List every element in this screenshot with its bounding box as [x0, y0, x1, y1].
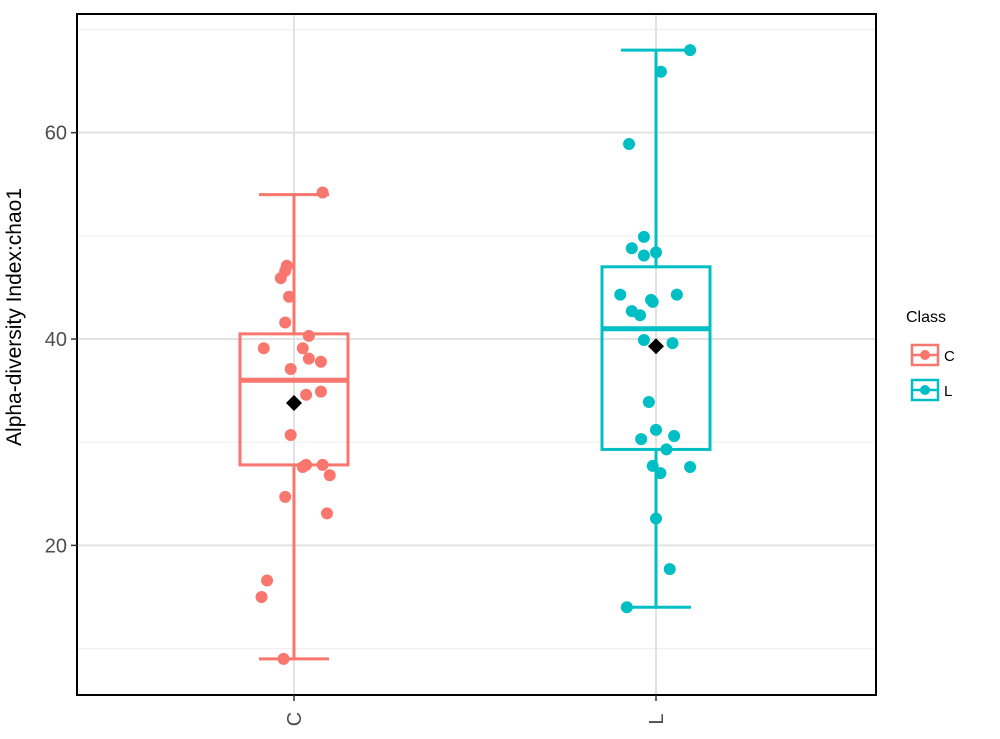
data-point: [314, 385, 327, 398]
data-point: [323, 469, 336, 482]
data-point: [635, 433, 648, 446]
legend-item-L: L: [910, 378, 952, 402]
box-iqr: [600, 265, 712, 451]
data-point: [277, 652, 290, 665]
axes: 20 40 60 C L: [45, 123, 668, 727]
legend-title: Class: [906, 309, 946, 326]
plot-panel-border: [76, 13, 877, 696]
y-tick-label: 20: [45, 535, 67, 557]
data-point: [279, 490, 292, 503]
mean-marker: [286, 394, 302, 411]
data-point: [637, 249, 650, 262]
data-point: [279, 316, 292, 329]
data-point: [614, 288, 627, 301]
data-point: [261, 574, 274, 587]
data-point: [296, 460, 309, 473]
data-point: [620, 601, 633, 614]
legend-key-point: [920, 350, 930, 360]
data-point: [637, 230, 650, 243]
data-point: [668, 430, 681, 443]
data-point: [284, 362, 297, 375]
data-point: [637, 334, 650, 347]
data-point: [666, 337, 679, 350]
series-C: [238, 186, 350, 665]
legend-item-C: C: [910, 343, 955, 367]
data-point: [284, 428, 297, 441]
data-point: [646, 459, 659, 472]
data-point: [670, 288, 683, 301]
data-point: [314, 355, 327, 368]
legend-label: C: [944, 348, 955, 365]
y-axis-title: Alpha-diversity Index:chao1: [3, 188, 26, 446]
data-point: [642, 395, 655, 408]
data-point: [650, 246, 662, 259]
data-point: [645, 293, 658, 306]
plot-panel-background: [77, 14, 876, 695]
data-point: [650, 512, 662, 525]
legend-key-point: [920, 385, 930, 395]
data-point: [283, 290, 296, 303]
data-point: [654, 467, 667, 480]
data-point: [654, 65, 667, 78]
box-iqr: [238, 332, 350, 467]
y-tick-label: 40: [45, 329, 67, 351]
data-point: [302, 352, 315, 365]
data-point: [296, 342, 309, 355]
data-point: [623, 138, 636, 151]
x-tick-label: L: [646, 713, 668, 724]
data-point: [257, 342, 270, 355]
data-point: [663, 563, 676, 576]
data-point: [274, 272, 287, 285]
data-point: [302, 329, 315, 342]
data-point: [316, 186, 329, 199]
series-layer: [238, 44, 712, 665]
data-point: [255, 590, 268, 603]
data-point: [300, 388, 313, 401]
data-point: [625, 242, 638, 255]
grid-lines: [77, 14, 876, 695]
data-point: [660, 443, 673, 456]
mean-marker: [648, 338, 664, 355]
data-point: [684, 44, 697, 57]
x-tick-label: C: [284, 712, 306, 726]
data-point: [316, 458, 329, 471]
legend: Class C L: [906, 309, 955, 402]
series-L: [600, 44, 712, 614]
data-point: [634, 309, 647, 322]
data-point: [650, 423, 662, 436]
y-tick-label: 60: [45, 123, 67, 145]
legend-label: L: [944, 383, 952, 400]
data-point: [321, 507, 333, 520]
data-point: [684, 460, 697, 473]
